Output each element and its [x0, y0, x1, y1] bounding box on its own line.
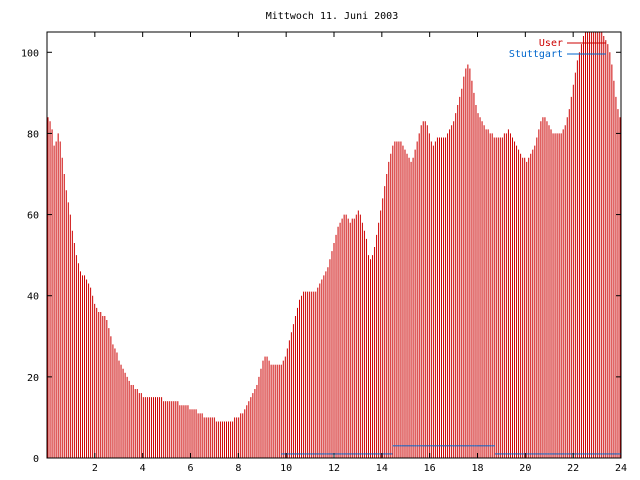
x-tick-label: 10 [280, 463, 292, 474]
x-tick-label: 6 [187, 463, 193, 474]
legend: User Stuttgart [509, 38, 606, 60]
x-tick-label: 18 [471, 463, 483, 474]
x-tick-label: 14 [376, 463, 388, 474]
chart-title: Mittwoch 11. Juni 2003 [266, 11, 398, 22]
x-tick-label: 12 [328, 463, 340, 474]
x-tick-label: 8 [235, 463, 241, 474]
y-tick-label: 0 [33, 454, 39, 465]
y-tick-label: 80 [27, 129, 39, 140]
legend-user-label: User [539, 38, 563, 49]
y-tick-label: 60 [27, 211, 39, 222]
x-tick-label: 22 [567, 463, 579, 474]
y-tick-label: 20 [27, 373, 39, 384]
legend-stuttgart-label: Stuttgart [509, 49, 563, 60]
x-tick-label: 20 [519, 463, 531, 474]
x-tick-label: 16 [424, 463, 436, 474]
x-tick-label: 2 [92, 463, 98, 474]
y-tick-label: 40 [27, 292, 39, 303]
x-tick-label: 4 [140, 463, 146, 474]
user-series [47, 32, 621, 458]
y-tick-label: 100 [21, 48, 39, 59]
x-tick-label: 24 [615, 463, 627, 474]
